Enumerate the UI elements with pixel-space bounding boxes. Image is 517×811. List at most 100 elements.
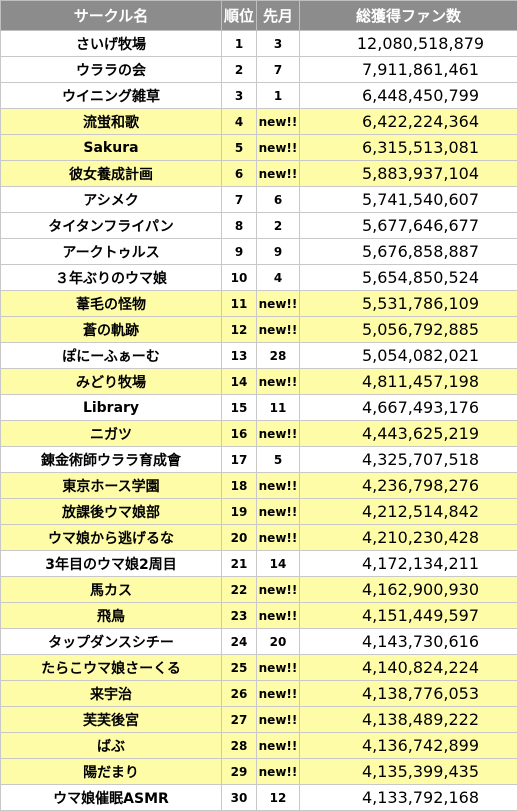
rank-cell: 25 <box>222 655 257 681</box>
total-fans-cell: 5,054,082,021 <box>300 343 517 369</box>
last-month-cell: 12 <box>257 785 300 811</box>
total-fans-cell: 5,741,540,607 <box>300 187 517 213</box>
header-row: サークル名 順位 先月 総獲得ファン数 <box>1 1 517 31</box>
circle-name-cell: さいげ牧場 <box>1 31 222 57</box>
circle-name-cell: ウマ娘催眠ASMR <box>1 785 222 811</box>
total-fans-cell: 4,162,900,930 <box>300 577 517 603</box>
header-rank: 順位 <box>222 1 257 31</box>
circle-name-cell: 芙芙後宮 <box>1 707 222 733</box>
circle-name-cell: 馬カス <box>1 577 222 603</box>
circle-name-cell: ウマ娘から逃げるな <box>1 525 222 551</box>
last-month-cell: new!! <box>257 473 300 499</box>
circle-name-cell: アシメク <box>1 187 222 213</box>
total-fans-cell: 4,212,514,842 <box>300 499 517 525</box>
total-fans-cell: 4,133,792,168 <box>300 785 517 811</box>
rank-cell: 5 <box>222 135 257 161</box>
rank-cell: 16 <box>222 421 257 447</box>
last-month-cell: 28 <box>257 343 300 369</box>
total-fans-cell: 4,667,493,176 <box>300 395 517 421</box>
circle-name-cell: Library <box>1 395 222 421</box>
rank-cell: 27 <box>222 707 257 733</box>
rank-cell: 10 <box>222 265 257 291</box>
rank-cell: 20 <box>222 525 257 551</box>
rank-cell: 29 <box>222 759 257 785</box>
last-month-cell: new!! <box>257 317 300 343</box>
last-month-cell: 1 <box>257 83 300 109</box>
last-month-cell: 5 <box>257 447 300 473</box>
circle-name-cell: 飛鳥 <box>1 603 222 629</box>
total-fans-cell: 4,236,798,276 <box>300 473 517 499</box>
total-fans-cell: 4,138,489,222 <box>300 707 517 733</box>
last-month-cell: 9 <box>257 239 300 265</box>
circle-name-cell: タップダンスシチー <box>1 629 222 655</box>
circle-name-cell: 蒼の軌跡 <box>1 317 222 343</box>
rank-cell: 9 <box>222 239 257 265</box>
circle-name-cell: 東京ホース学園 <box>1 473 222 499</box>
last-month-cell: new!! <box>257 759 300 785</box>
last-month-cell: new!! <box>257 369 300 395</box>
rank-cell: 22 <box>222 577 257 603</box>
last-month-cell: new!! <box>257 109 300 135</box>
total-fans-cell: 4,151,449,597 <box>300 603 517 629</box>
last-month-cell: new!! <box>257 161 300 187</box>
total-fans-cell: 4,325,707,518 <box>300 447 517 473</box>
last-month-cell: new!! <box>257 655 300 681</box>
total-fans-cell: 4,136,742,899 <box>300 733 517 759</box>
last-month-cell: 7 <box>257 57 300 83</box>
circle-name-cell: ３年ぶりのウマ娘 <box>1 265 222 291</box>
header-circle-name: サークル名 <box>1 1 222 31</box>
last-month-cell: new!! <box>257 603 300 629</box>
circle-name-cell: たらこウマ娘さーくる <box>1 655 222 681</box>
last-month-cell: new!! <box>257 421 300 447</box>
total-fans-cell: 12,080,518,879 <box>300 31 517 57</box>
circle-name-cell: ウララの会 <box>1 57 222 83</box>
last-month-cell: 4 <box>257 265 300 291</box>
rank-cell: 1 <box>222 31 257 57</box>
rank-cell: 13 <box>222 343 257 369</box>
total-fans-cell: 4,210,230,428 <box>300 525 517 551</box>
last-month-cell: 11 <box>257 395 300 421</box>
rank-cell: 18 <box>222 473 257 499</box>
total-fans-cell: 5,531,786,109 <box>300 291 517 317</box>
total-fans-cell: 5,056,792,885 <box>300 317 517 343</box>
total-fans-cell: 7,911,861,461 <box>300 57 517 83</box>
rank-cell: 15 <box>222 395 257 421</box>
last-month-cell: new!! <box>257 499 300 525</box>
last-month-cell: 6 <box>257 187 300 213</box>
circle-name-cell: Sakura <box>1 135 222 161</box>
circle-name-cell: 彼女養成計画 <box>1 161 222 187</box>
circle-name-cell: アークトゥルス <box>1 239 222 265</box>
last-month-cell: new!! <box>257 707 300 733</box>
total-fans-cell: 5,677,646,677 <box>300 213 517 239</box>
total-fans-cell: 5,676,858,887 <box>300 239 517 265</box>
total-fans-cell: 4,811,457,198 <box>300 369 517 395</box>
last-month-cell: 14 <box>257 551 300 577</box>
total-fans-cell: 4,140,824,224 <box>300 655 517 681</box>
last-month-cell: new!! <box>257 681 300 707</box>
circle-name-cell: ぽにーふぁーむ <box>1 343 222 369</box>
last-month-cell: new!! <box>257 577 300 603</box>
total-fans-cell: 4,138,776,053 <box>300 681 517 707</box>
rank-cell: 17 <box>222 447 257 473</box>
